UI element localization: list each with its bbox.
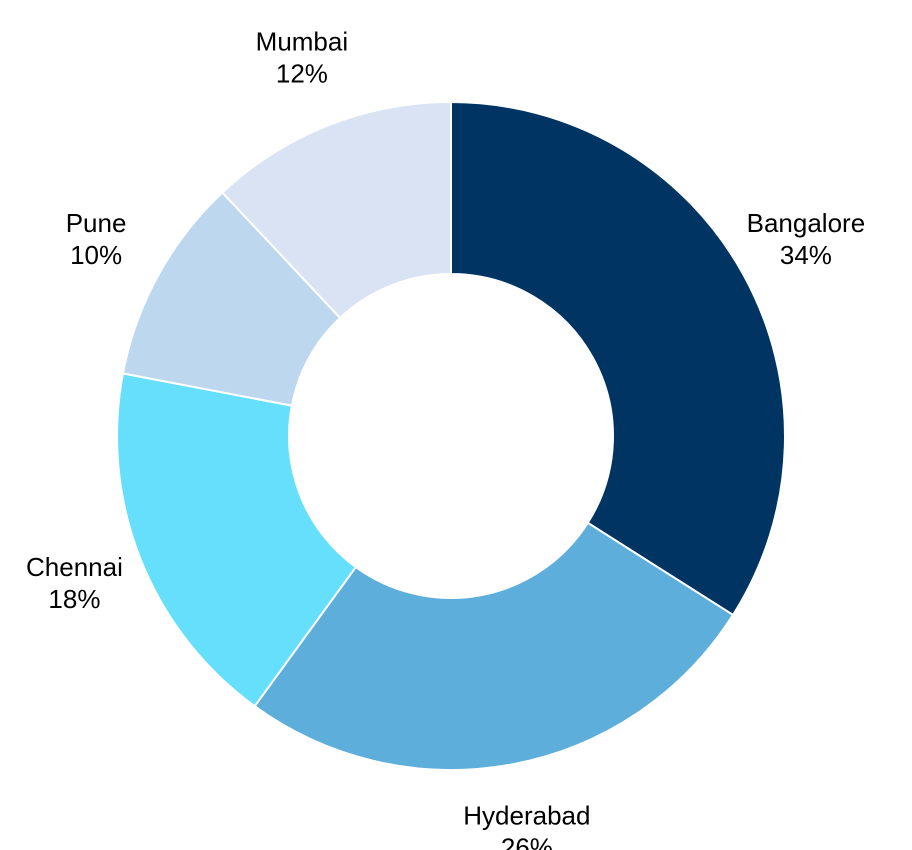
slice-value-label: 34% (780, 240, 832, 270)
slice-value-label: 18% (48, 584, 100, 614)
slice-value-label: 10% (70, 240, 122, 270)
slice-label: Hyderabad (463, 801, 590, 831)
slice-label: Pune (66, 208, 127, 238)
slice (253, 521, 735, 771)
slice (116, 372, 358, 708)
slice (450, 100, 786, 617)
slice-label: Bangalore (747, 208, 866, 238)
slice-label: Mumbai (256, 26, 348, 56)
slice-value-label: 12% (276, 58, 328, 88)
slice (220, 100, 452, 320)
slice-value-label: 26% (501, 833, 553, 850)
slice-label: Chennai (26, 552, 123, 582)
